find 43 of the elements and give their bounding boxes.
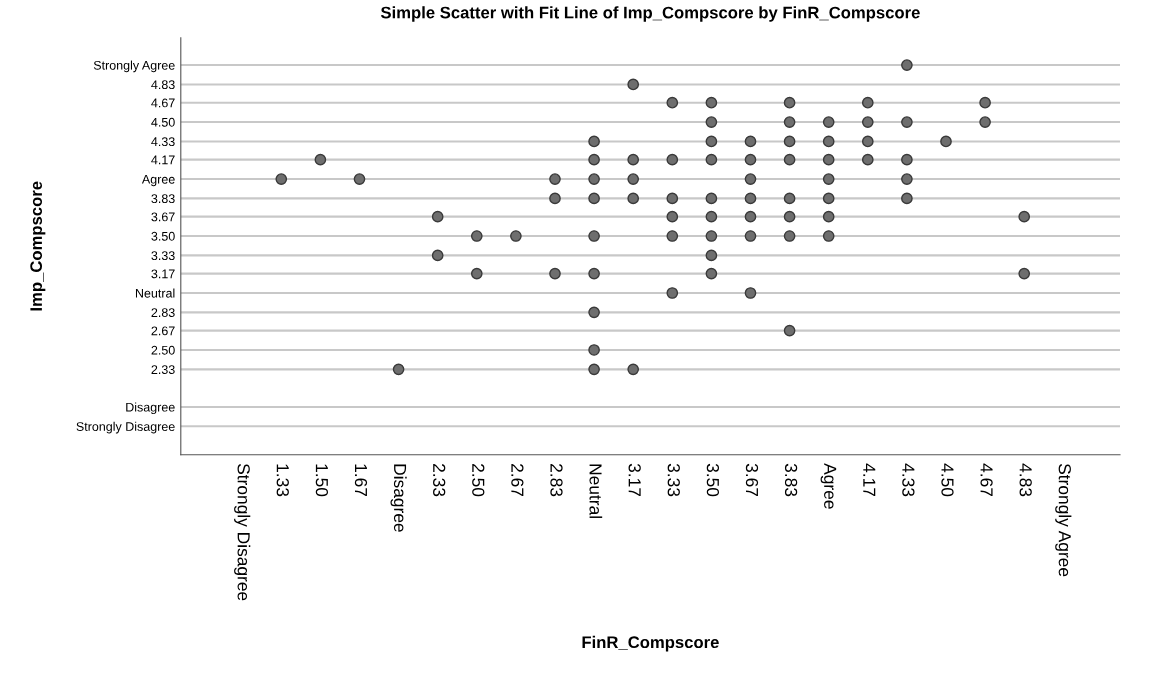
y-tick-label: Strongly Agree — [93, 60, 175, 73]
x-tick-label: 4.67 — [980, 463, 993, 497]
x-tick-label: 2.67 — [511, 464, 524, 497]
y-tick-label: 3.83 — [151, 194, 175, 204]
x-tick-label: 2.83 — [550, 464, 563, 497]
y-tick-label: Neutral — [135, 288, 175, 298]
y-tick-label: 4.67 — [151, 98, 175, 108]
x-tick-label: Strongly Agree — [1055, 463, 1072, 577]
y-tick-label: 4.33 — [151, 137, 175, 147]
x-tick-label: 3.33 — [667, 463, 680, 497]
y-tick-label: 3.67 — [151, 212, 175, 222]
y-axis-title: Imp_Compscore — [30, 181, 46, 311]
y-tick-label: 4.50 — [151, 117, 175, 127]
y-tick-label: 4.83 — [151, 80, 175, 90]
x-tick-label: 4.50 — [941, 463, 954, 497]
x-tick-label: Agree — [820, 463, 837, 509]
x-tick-label: 4.17 — [863, 463, 876, 497]
x-tick-label: 3.67 — [745, 463, 759, 497]
x-tick-label: Neutral — [589, 464, 603, 518]
x-tick-label: 4.83 — [1019, 463, 1032, 497]
x-tick-label: 3.50 — [706, 463, 720, 497]
y-tick-label: 3.17 — [151, 269, 175, 279]
x-tick-label: 2.50 — [472, 464, 485, 497]
y-tick-label: Strongly Disagree — [76, 421, 175, 434]
x-tick-label: 3.83 — [784, 463, 798, 497]
x-tick-label: 1.67 — [354, 464, 368, 497]
x-tick-label: 3.17 — [628, 463, 641, 497]
y-tick-label: 2.83 — [151, 308, 175, 318]
y-tick-label: 2.33 — [151, 365, 175, 374]
y-tick-label: 3.50 — [151, 231, 175, 241]
y-tick-label: Agree — [141, 174, 175, 187]
y-tick-label: 3.33 — [151, 251, 175, 261]
y-tick-label: 2.50 — [151, 345, 175, 355]
y-tick-label: 4.17 — [151, 155, 175, 165]
x-tick-label: 2.33 — [433, 464, 446, 497]
x-axis-title: FinR_Compscore — [582, 635, 719, 652]
x-tick-label: 4.33 — [902, 463, 915, 497]
x-tick-label: 1.50 — [315, 464, 329, 497]
x-tick-label: Disagree — [390, 464, 407, 532]
y-tick-label: Disagree — [126, 402, 175, 415]
y-tick-label: 2.67 — [151, 326, 175, 336]
chart-title: Simple Scatter with Fit Line of Imp_Compscore by FinR_Compscore — [380, 6, 920, 22]
x-tick-label: 1.33 — [276, 464, 289, 497]
